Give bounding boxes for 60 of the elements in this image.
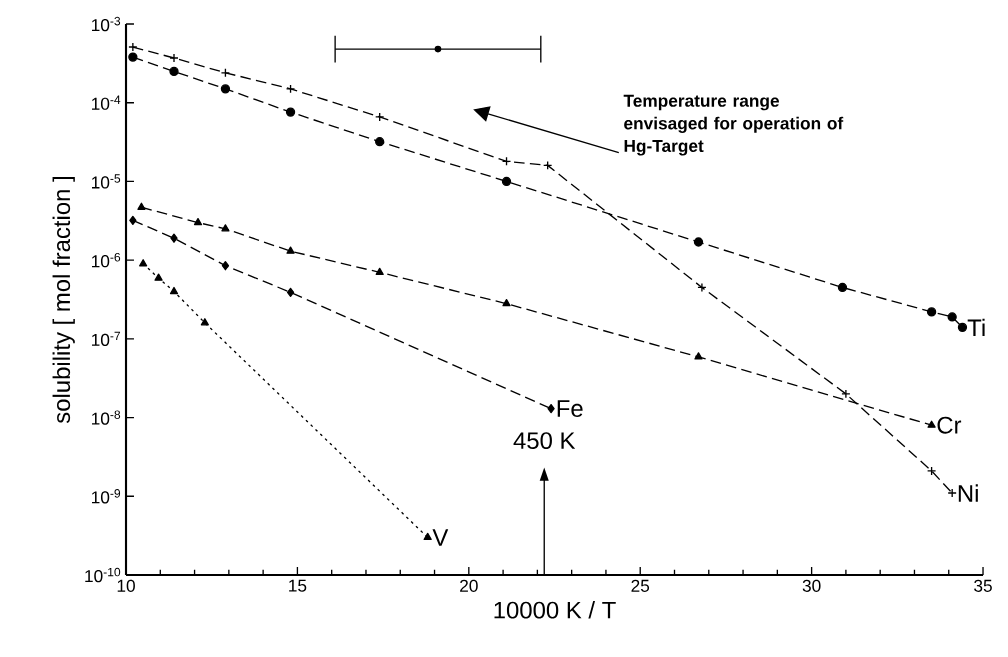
y-tick-label: 10$^{-6}$ xyxy=(92,252,121,268)
point xyxy=(375,112,385,122)
point xyxy=(926,466,937,476)
series-label: Cr xyxy=(937,416,962,434)
annotation: Temperature range envisaged for operation of Hg-Target xyxy=(623,94,844,156)
point xyxy=(693,237,704,247)
point xyxy=(697,282,707,293)
x-axis-title: 10000 K / T xyxy=(494,601,616,619)
point xyxy=(547,403,555,414)
x-tick-label: 35 xyxy=(974,579,992,592)
point xyxy=(200,318,209,326)
y-tick-label: 10$^{-9}$ xyxy=(92,489,121,504)
point xyxy=(139,259,148,267)
point xyxy=(434,45,442,53)
y-tick-label: 10$^{-4}$ xyxy=(92,95,121,110)
point xyxy=(128,42,138,52)
series-label: Fe xyxy=(557,400,583,417)
point xyxy=(193,217,203,226)
point xyxy=(285,84,296,94)
point xyxy=(137,202,146,210)
point xyxy=(129,215,137,226)
point xyxy=(154,273,163,281)
point xyxy=(947,488,957,498)
point xyxy=(169,66,179,77)
point xyxy=(128,52,138,62)
point xyxy=(841,389,851,399)
point xyxy=(423,532,432,541)
series-label: Ni xyxy=(958,484,978,502)
point xyxy=(837,282,848,293)
point xyxy=(169,286,179,295)
y-tick-label: 10$^{-7}$ xyxy=(92,331,121,346)
y-axis-title: solubility [ mol fraction ] xyxy=(52,177,75,424)
y-tick-label: 10$^{-3}$ xyxy=(92,16,121,32)
x-tick-label: 30 xyxy=(802,579,821,592)
series-label: Ti xyxy=(967,318,985,337)
point xyxy=(285,107,296,117)
point xyxy=(375,267,384,276)
point xyxy=(286,287,295,297)
point xyxy=(694,352,703,360)
y-tick-label: 10$^{-8}$ xyxy=(92,410,121,425)
point xyxy=(947,312,957,322)
y-tick-label: 10$^{-5}$ xyxy=(92,174,121,189)
point xyxy=(286,246,295,254)
point xyxy=(169,53,179,63)
point xyxy=(501,176,512,187)
x-tick-label: 10 xyxy=(117,579,135,592)
point xyxy=(221,224,230,232)
point xyxy=(927,420,936,428)
point xyxy=(375,137,385,147)
point xyxy=(502,299,511,307)
point xyxy=(926,307,937,317)
point xyxy=(221,261,230,271)
ref-line-label: 450 K xyxy=(513,432,576,450)
point xyxy=(220,84,231,94)
x-tick-label: 20 xyxy=(460,579,478,592)
x-tick-label: 15 xyxy=(289,579,307,592)
point xyxy=(170,233,178,243)
point xyxy=(957,322,968,333)
x-tick-label: 25 xyxy=(631,579,650,592)
series-label: V xyxy=(432,529,449,546)
